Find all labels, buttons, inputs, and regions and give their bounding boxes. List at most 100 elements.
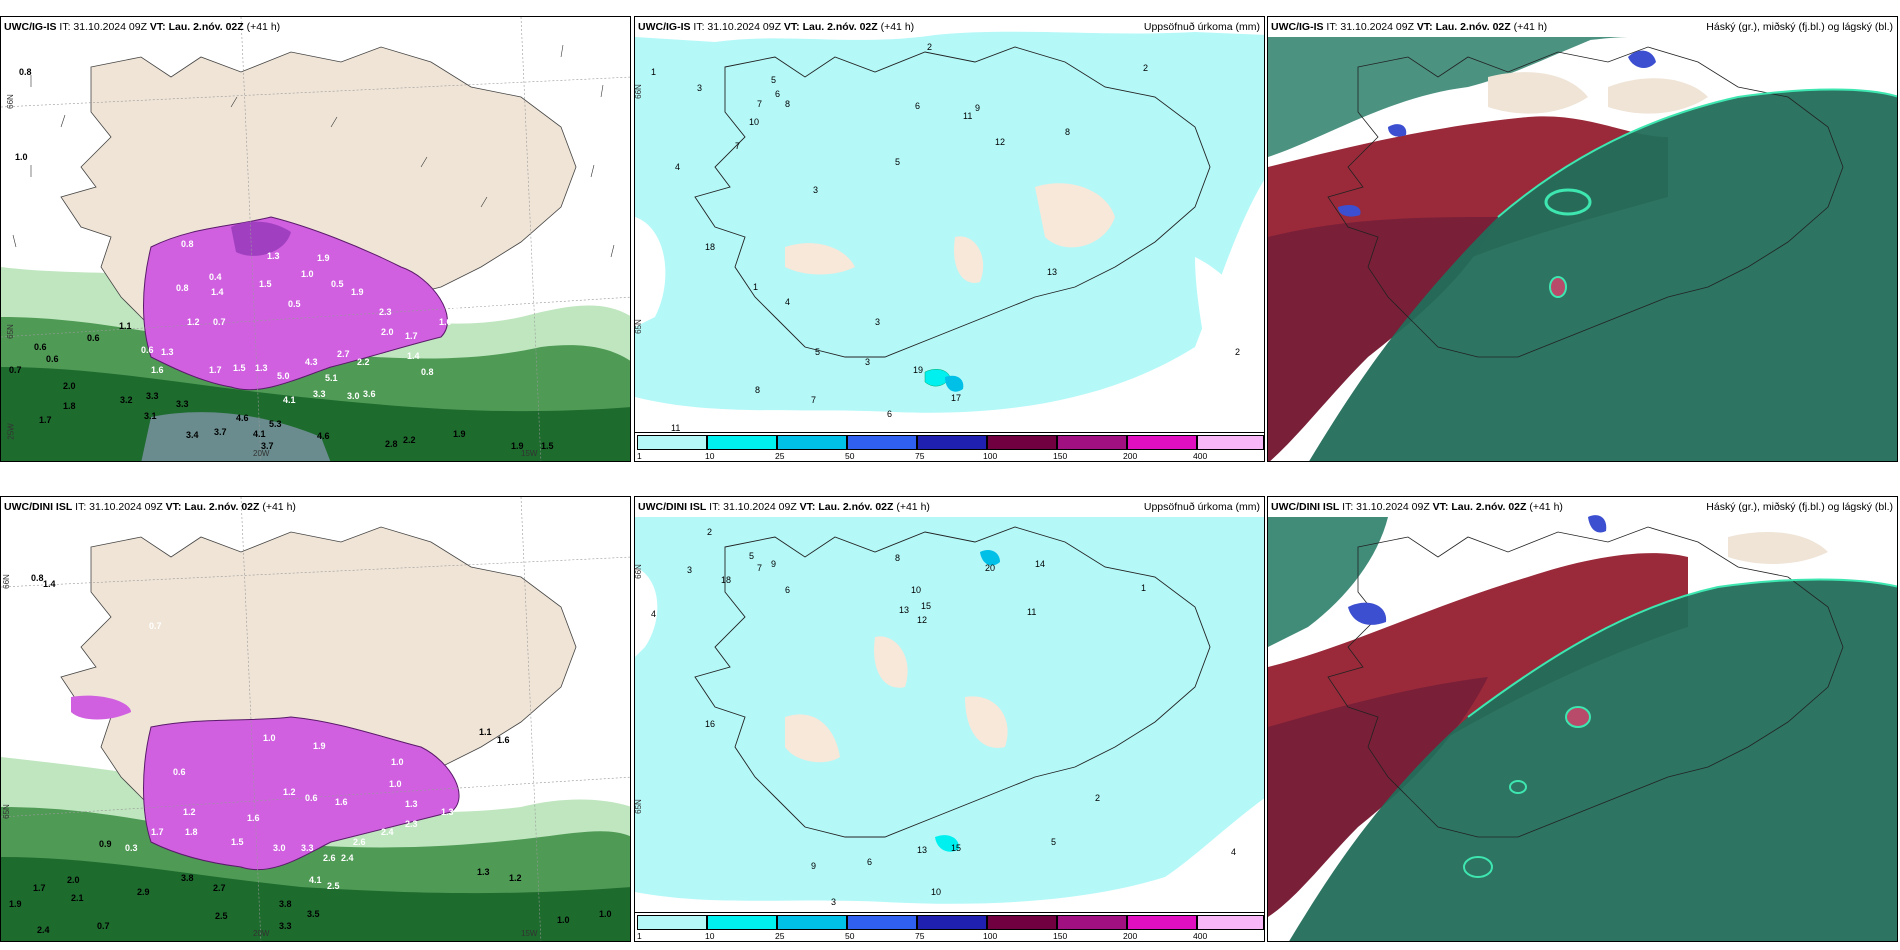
value-label: 2.4 <box>381 827 394 837</box>
panel-ig-is-clouds: UWC/IG-IS IT: 31.10.2024 09Z VT: Lau. 2.… <box>1267 16 1898 462</box>
axis-label: 25W <box>6 423 16 440</box>
mid-cloud-dark <box>1268 677 1488 917</box>
value-label: 3 <box>697 83 703 93</box>
panel-dini-precipitation: UWC/DINI ISL IT: 31.10.2024 09Z VT: Lau.… <box>634 496 1265 942</box>
land-patch <box>1035 183 1115 248</box>
low-cloud <box>1628 50 1656 69</box>
value-label: 3.2 <box>120 395 133 405</box>
value-label: 7 <box>757 563 763 573</box>
sea-grey-patch <box>141 412 331 461</box>
cloud-edge <box>1497 88 1897 218</box>
panel-header: UWC/DINI ISL IT: 31.10.2024 09Z VT: Lau.… <box>638 501 930 513</box>
value-label: 0.7 <box>149 621 162 631</box>
value-label: 1.6 <box>497 735 510 745</box>
axis-label: 15W <box>521 929 538 938</box>
value-label: 1.9 <box>313 741 326 751</box>
colorbar-swatch <box>917 435 987 450</box>
value-label: 1.0 <box>391 757 404 767</box>
value-label: 2 <box>1235 347 1241 357</box>
colorbar-tick: 100 <box>983 931 998 941</box>
colorbar-tick: 75 <box>915 451 925 461</box>
map-temperature-d <box>1 497 630 941</box>
colorbar-swatch <box>1197 435 1264 450</box>
value-label: 1.2 <box>183 807 196 817</box>
value-label: 2.0 <box>63 381 76 391</box>
value-label: 19 <box>913 365 924 375</box>
value-label: 1.7 <box>405 331 418 341</box>
value-label: 2.7 <box>213 883 226 893</box>
panel-title: Uppsöfnuð úrkoma (mm) <box>1143 21 1260 33</box>
value-label: 2.2 <box>357 357 370 367</box>
colorbar-swatch <box>707 435 777 450</box>
dry-patch <box>1195 257 1264 397</box>
value-label: 5 <box>815 347 821 357</box>
colorbar-tick: 25 <box>775 451 785 461</box>
value-label: 5 <box>749 551 755 561</box>
value-label: 3.7 <box>261 441 274 451</box>
value-label: 1.7 <box>209 365 222 375</box>
value-label: 1.0 <box>301 269 314 279</box>
axis-label: 65N <box>5 324 15 339</box>
green-band-dark <box>1 857 630 941</box>
map-precipitation-b <box>635 17 1264 435</box>
cloud-edge <box>1467 578 1897 718</box>
value-label: 13 <box>899 605 910 615</box>
value-label: 2.7 <box>337 349 350 359</box>
colorbar-swatch <box>987 435 1057 450</box>
snow-region <box>143 216 448 391</box>
colorbar-swatch <box>1197 915 1264 930</box>
colorbar-tick: 75 <box>915 931 925 941</box>
value-label: 1.5 <box>259 279 272 289</box>
map-clouds-f <box>1268 497 1897 941</box>
value-label: 11 <box>671 423 681 433</box>
axis-label: 15W <box>521 449 538 458</box>
colorbar-tick: 200 <box>1123 451 1138 461</box>
value-label: 0.3 <box>453 303 466 313</box>
value-label: 0.9 <box>99 839 112 849</box>
colorbar-swatch <box>637 435 707 450</box>
value-label: 3.3 <box>176 399 189 409</box>
colorbar-swatch <box>777 435 847 450</box>
value-label: 1.3 <box>441 807 454 817</box>
value-label: 2 <box>927 42 933 52</box>
value-label: 0.7 <box>213 317 226 327</box>
value-label: 3.8 <box>181 873 194 883</box>
value-label: 3.0 <box>273 843 286 853</box>
value-label: 13 <box>1047 267 1058 277</box>
value-label: 1.2 <box>283 787 296 797</box>
colorbar-swatch <box>917 915 987 930</box>
land-patch <box>785 714 840 763</box>
colorbar: 1 10 25 50 75 100 150 200 400 <box>635 432 1264 461</box>
mid-cloud-dark <box>1268 217 1498 461</box>
low-cloud <box>1588 515 1607 533</box>
land-visible <box>1608 78 1708 114</box>
high-precip <box>945 375 964 392</box>
axis-label: 66N <box>1 574 11 589</box>
value-label: 12 <box>917 615 928 625</box>
value-label: 6 <box>867 857 873 867</box>
colorbar-tick: 150 <box>1053 931 1068 941</box>
colorbar: 1 10 25 50 75 100 150 200 400 <box>635 912 1264 941</box>
colorbar-tick: 400 <box>1193 451 1208 461</box>
value-label: 11 <box>963 111 973 121</box>
value-label: 3 <box>875 317 881 327</box>
low-cloud <box>1338 204 1361 217</box>
value-label: 2.6 <box>353 837 366 847</box>
value-label: 18 <box>721 575 732 585</box>
value-label: 1.9 <box>511 441 524 451</box>
value-label: 4.6 <box>317 431 330 441</box>
value-label: 2.6 <box>323 853 336 863</box>
value-label: 7 <box>811 395 817 405</box>
value-label: 0.8 <box>181 239 194 249</box>
value-label: 15 <box>921 601 932 611</box>
value-label: 0.5 <box>331 279 344 289</box>
colorbar-tick: 150 <box>1053 451 1068 461</box>
low-cloud <box>1348 602 1387 625</box>
value-label: 10 <box>911 585 922 595</box>
value-label: 1.0 <box>389 779 402 789</box>
value-label: 1.0 <box>439 317 452 327</box>
value-label: 0.6 <box>141 345 154 355</box>
panel-title: Háský (gr.), miðský (fj.bl.) og lágský (… <box>1706 21 1893 33</box>
value-label: 12 <box>995 137 1006 147</box>
value-label: 5.3 <box>269 419 282 429</box>
